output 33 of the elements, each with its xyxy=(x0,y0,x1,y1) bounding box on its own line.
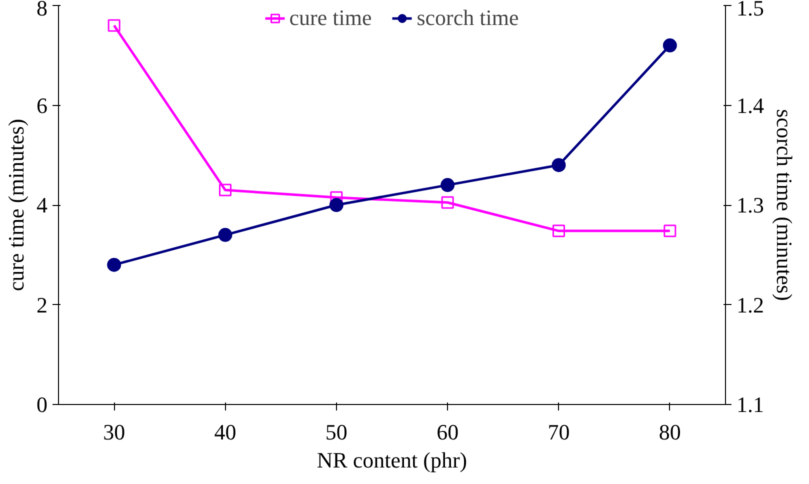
x-tick-label: 80 xyxy=(658,420,681,444)
legend-label: scorch time xyxy=(416,5,519,31)
point xyxy=(107,258,122,272)
point xyxy=(218,228,232,242)
point xyxy=(664,224,676,238)
point xyxy=(662,38,677,52)
y2-axis-title: scorch time (minutes) xyxy=(772,109,797,301)
point xyxy=(441,196,454,209)
y-tick-label: 2 xyxy=(36,292,48,318)
y2-tick-label: 1.1 xyxy=(736,392,764,417)
y2-tick-label: 1.3 xyxy=(736,192,764,218)
y2-tick-label: 1.4 xyxy=(736,92,764,118)
point xyxy=(552,158,566,172)
y-tick-label: 0 xyxy=(36,392,48,417)
point xyxy=(330,191,343,204)
point xyxy=(219,184,232,196)
point xyxy=(552,224,565,238)
x-axis-title: NR content (phr) xyxy=(316,448,468,472)
y-tick-label: 4 xyxy=(36,192,48,218)
x-tick-label: 40 xyxy=(214,420,236,444)
y2-tick-label: 1.2 xyxy=(736,292,764,318)
x-tick-label: 50 xyxy=(325,420,348,444)
point xyxy=(329,198,344,212)
x-tick-label: 30 xyxy=(103,420,126,444)
y-tick-label: 8 xyxy=(36,0,48,20)
y-axis-title: cure time (minutes) xyxy=(4,118,28,292)
point xyxy=(440,178,455,192)
x-tick-label: 70 xyxy=(548,420,570,444)
point xyxy=(108,19,120,32)
y-tick-label: 6 xyxy=(36,92,48,118)
y2-tick-label: 1.5 xyxy=(736,0,764,20)
x-tick-label: 60 xyxy=(436,420,459,444)
legend-label: cure time xyxy=(289,5,372,31)
